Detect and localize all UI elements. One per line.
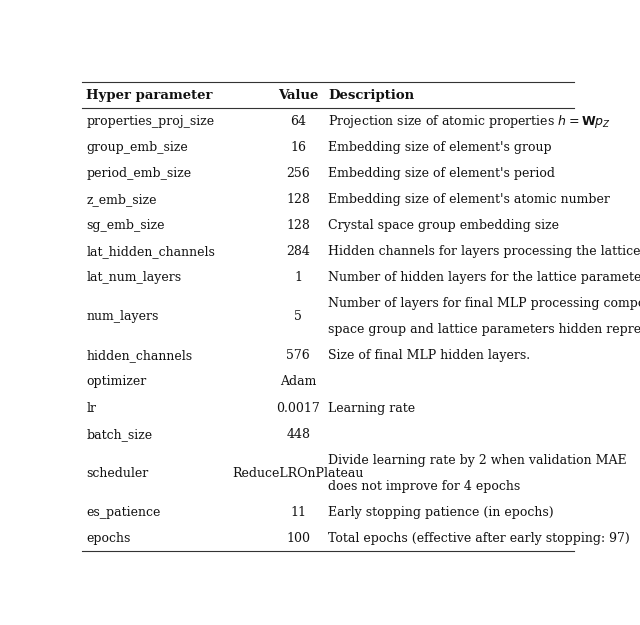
Text: lr: lr (86, 402, 97, 414)
Text: sg_emb_size: sg_emb_size (86, 219, 165, 232)
Text: 128: 128 (286, 219, 310, 232)
Text: Description: Description (328, 89, 414, 102)
Text: 284: 284 (286, 245, 310, 258)
Text: Total epochs (effective after early stopping: 97): Total epochs (effective after early stop… (328, 532, 630, 545)
Text: optimizer: optimizer (86, 376, 147, 389)
Text: batch_size: batch_size (86, 428, 152, 441)
Text: period_emb_size: period_emb_size (86, 167, 191, 180)
Text: z_emb_size: z_emb_size (86, 193, 157, 206)
Text: Size of final MLP hidden layers.: Size of final MLP hidden layers. (328, 349, 530, 362)
Text: Early stopping patience (in epochs): Early stopping patience (in epochs) (328, 506, 554, 519)
Text: Embedding size of element's period: Embedding size of element's period (328, 167, 555, 180)
Text: epochs: epochs (86, 532, 131, 545)
Text: Crystal space group embedding size: Crystal space group embedding size (328, 219, 559, 232)
Text: 576: 576 (286, 349, 310, 362)
Text: es_patience: es_patience (86, 506, 161, 519)
Text: Number of hidden layers for the lattice paramete-: Number of hidden layers for the lattice … (328, 271, 640, 284)
Text: 256: 256 (286, 167, 310, 180)
Text: 16: 16 (291, 141, 307, 154)
Text: Adam: Adam (280, 376, 316, 389)
Text: ReduceLROnPlateau: ReduceLROnPlateau (232, 467, 364, 480)
Text: 11: 11 (291, 506, 307, 519)
Text: hidden_channels: hidden_channels (86, 349, 193, 362)
Text: Embedding size of element's atomic number: Embedding size of element's atomic numbe… (328, 193, 610, 206)
Text: does not improve for 4 epochs: does not improve for 4 epochs (328, 480, 520, 492)
Text: lat_num_layers: lat_num_layers (86, 271, 182, 284)
Text: Divide learning rate by 2 when validation MAE: Divide learning rate by 2 when validatio… (328, 454, 627, 467)
Text: 64: 64 (291, 115, 307, 128)
Text: 0.0017: 0.0017 (276, 402, 320, 414)
Text: 5: 5 (294, 311, 302, 323)
Text: Number of layers for final MLP processing compo-: Number of layers for final MLP processin… (328, 298, 640, 310)
Text: Projection size of atomic properties $h = \mathbf{W}p_Z$: Projection size of atomic properties $h … (328, 113, 611, 130)
Text: lat_hidden_channels: lat_hidden_channels (86, 245, 215, 258)
Text: 128: 128 (286, 193, 310, 206)
Text: Value: Value (278, 89, 319, 102)
Text: Learning rate: Learning rate (328, 402, 415, 414)
Text: group_emb_size: group_emb_size (86, 141, 188, 154)
Text: Hidden channels for layers processing the lattice: Hidden channels for layers processing th… (328, 245, 640, 258)
Text: 1: 1 (294, 271, 302, 284)
Text: 100: 100 (286, 532, 310, 545)
Text: Embedding size of element's group: Embedding size of element's group (328, 141, 552, 154)
Text: scheduler: scheduler (86, 467, 148, 480)
Text: num_layers: num_layers (86, 311, 159, 323)
Text: Hyper parameter: Hyper parameter (86, 89, 213, 102)
Text: properties_proj_size: properties_proj_size (86, 115, 214, 128)
Text: 448: 448 (286, 428, 310, 441)
Text: space group and lattice parameters hidden repres-: space group and lattice parameters hidde… (328, 323, 640, 336)
